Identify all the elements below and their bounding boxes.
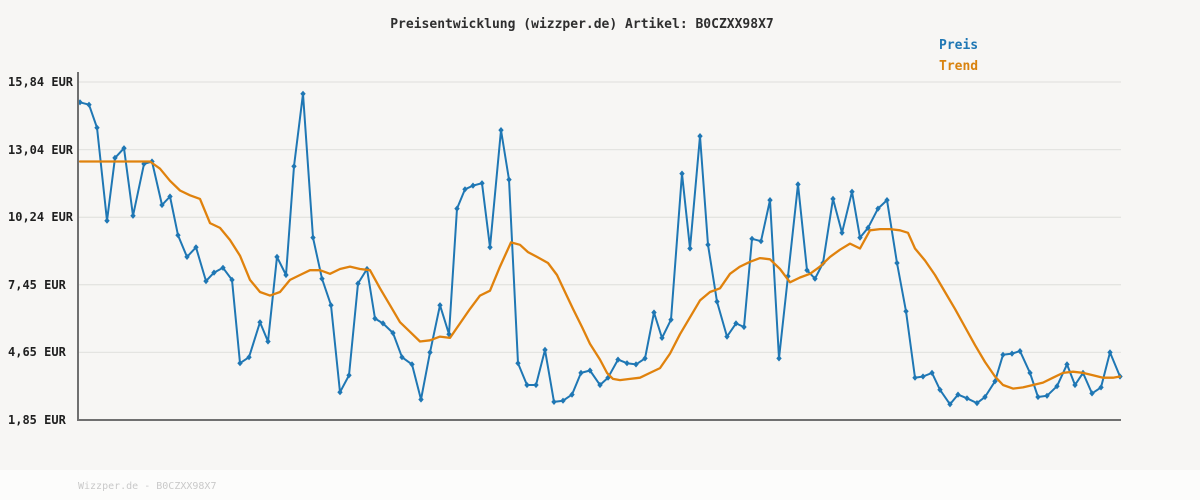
chart-title: Preisentwicklung (wizzper.de) Artikel: B… [390, 17, 774, 32]
y-tick-label: 4,65 EUR [8, 345, 66, 360]
chart-legend: Preis Trend [939, 39, 978, 81]
price-chart-plot [77, 72, 1123, 421]
y-tick-label: 7,45 EUR [8, 277, 66, 292]
footer-strip [0, 470, 1200, 500]
y-tick-label: 1,85 EUR [8, 413, 66, 427]
y-tick-label: 15,84 EUR [8, 75, 74, 89]
watermark-text: Wizzper.de - B0CZXX98X7 [78, 481, 217, 492]
y-tick-label: 10,24 EUR [8, 210, 74, 225]
y-tick-label: 13,04 EUR [8, 142, 74, 157]
legend-item-trend: Trend [939, 59, 979, 74]
legend-item-preis: Preis [939, 38, 979, 53]
